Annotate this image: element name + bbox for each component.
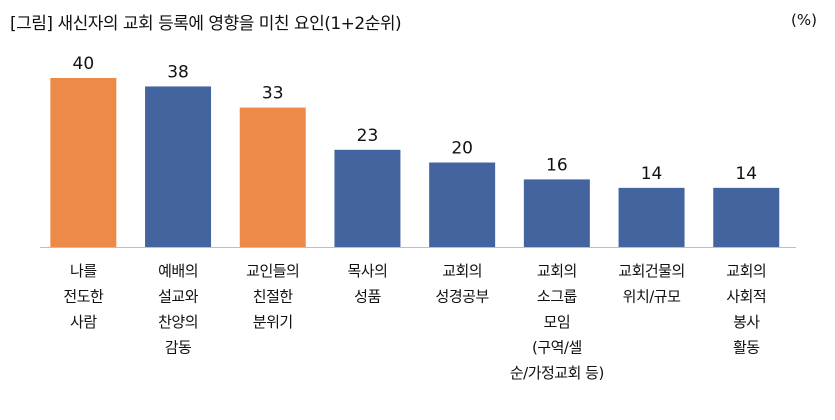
bar bbox=[334, 149, 401, 247]
chart-title: [그림] 새신자의 교회 등록에 영향을 미친 요인(1+2순위) bbox=[10, 14, 402, 34]
bar bbox=[50, 78, 117, 247]
category-label: (구역/셀 bbox=[532, 339, 582, 357]
bar bbox=[713, 187, 780, 247]
category-label: 전도한 bbox=[63, 288, 104, 306]
category-label: 찬양의 bbox=[158, 313, 198, 331]
data-label: 14 bbox=[735, 164, 757, 184]
category-label: 봉사 bbox=[733, 313, 760, 331]
category-label: 사회적 bbox=[726, 288, 766, 306]
category-label: 소그룹 bbox=[537, 288, 578, 306]
category-label: 활동 bbox=[733, 339, 760, 357]
category-label: 교인들의 bbox=[246, 262, 299, 280]
bar bbox=[523, 179, 590, 247]
category-label: 설교와 bbox=[158, 288, 199, 306]
data-label: 38 bbox=[167, 62, 189, 82]
bar bbox=[239, 107, 306, 247]
data-label: 33 bbox=[262, 84, 284, 104]
category-label: 교회의 bbox=[726, 262, 766, 280]
category-label: 교회건물의 bbox=[618, 262, 685, 280]
category-label: 나를 bbox=[70, 262, 97, 280]
data-label: 14 bbox=[641, 164, 663, 184]
bar bbox=[618, 187, 685, 247]
category-label: 예배의 bbox=[158, 262, 198, 280]
bar bbox=[145, 86, 212, 247]
data-label: 16 bbox=[546, 155, 568, 175]
category-label: 위치/규모 bbox=[623, 288, 681, 306]
data-label: 20 bbox=[451, 139, 473, 159]
data-label: 23 bbox=[357, 126, 379, 146]
category-label: 분위기 bbox=[253, 313, 293, 331]
unit-label: (%) bbox=[791, 11, 817, 29]
category-label: 사람 bbox=[70, 313, 97, 331]
category-label: 교회의 bbox=[442, 262, 482, 280]
category-label: 성경공부 bbox=[436, 288, 490, 306]
category-label: 친절한 bbox=[253, 288, 294, 306]
category-label: 순/가정교회 등) bbox=[510, 364, 604, 382]
category-label: 교회의 bbox=[537, 262, 577, 280]
category-label: 목사의 bbox=[347, 262, 387, 280]
data-label: 40 bbox=[73, 54, 95, 74]
category-label: 성품 bbox=[354, 288, 381, 306]
bar bbox=[429, 162, 496, 247]
category-label: 감동 bbox=[165, 339, 192, 357]
category-label: 모임 bbox=[544, 313, 571, 331]
